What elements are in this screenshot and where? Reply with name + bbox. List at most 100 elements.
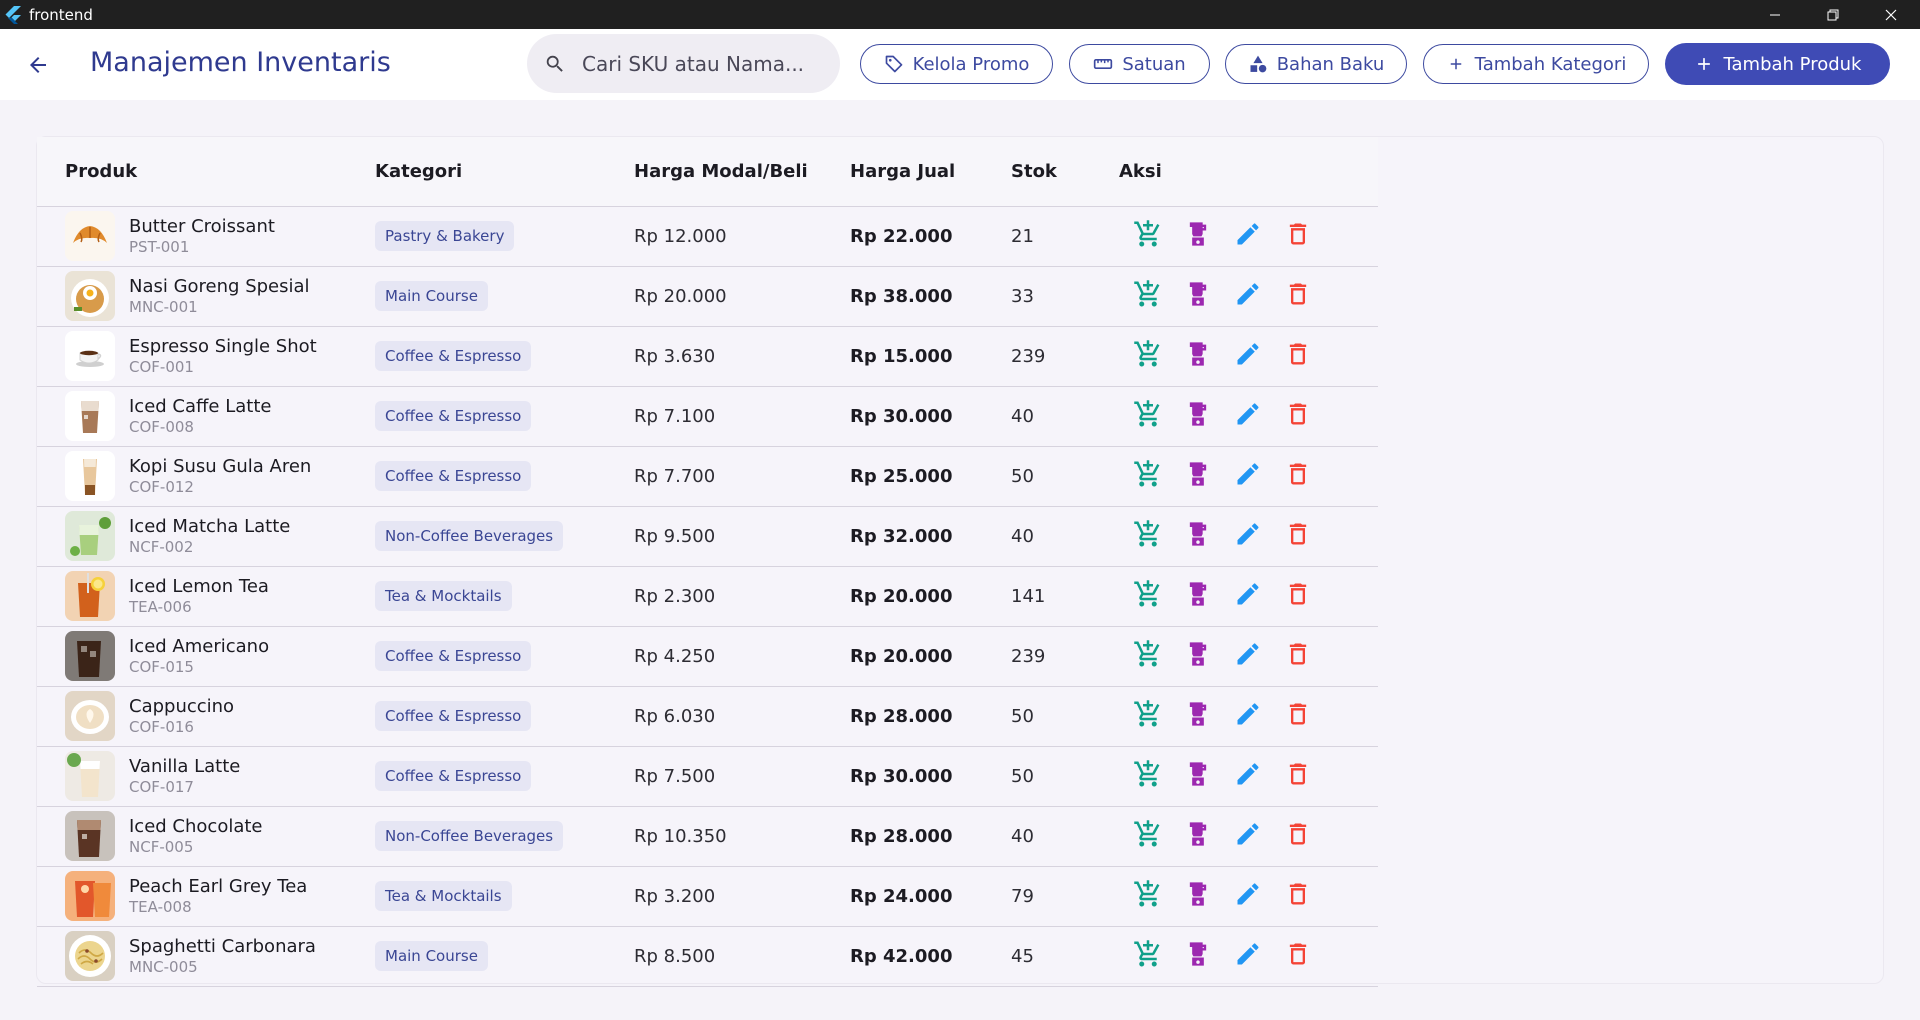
recipe-button[interactable] [1173,399,1223,433]
table-row: Iced Lemon Tea TEA-006 Tea & Mocktails R… [37,566,1378,627]
edit-button[interactable] [1223,759,1273,793]
recipe-button[interactable] [1173,579,1223,613]
edit-button[interactable] [1223,219,1273,253]
buy-price-cell: Rp 7.500 [634,746,850,807]
recipe-button[interactable] [1173,819,1223,853]
buy-price-cell: Rp 2.300 [634,566,850,627]
sell-price-cell: Rp 30.000 [850,746,1011,807]
recipe-button[interactable] [1173,459,1223,493]
product-name: Vanilla Latte [129,756,241,777]
restock-button[interactable] [1123,639,1173,673]
edit-button[interactable] [1223,879,1273,913]
pencil-icon [1234,520,1262,553]
back-button[interactable] [18,45,58,85]
raw-material-button[interactable]: Bahan Baku [1225,44,1407,84]
restock-button[interactable] [1123,579,1173,613]
edit-button[interactable] [1223,399,1273,433]
delete-button[interactable] [1273,939,1323,973]
blender-icon [1184,880,1212,913]
buy-price-cell: Rp 8.500 [634,926,850,987]
recipe-button[interactable] [1173,759,1223,793]
category-chip: Coffee & Espresso [375,761,532,791]
edit-button[interactable] [1223,279,1273,313]
delete-button[interactable] [1273,879,1323,913]
table-header-row: Produk Kategori Harga Modal/Beli Harga J… [37,137,1378,207]
delete-button[interactable] [1273,759,1323,793]
stock-cell: 50 [1011,686,1119,747]
blender-icon [1184,940,1212,973]
stock-cell: 79 [1011,866,1119,927]
recipe-button[interactable] [1173,339,1223,373]
restock-button[interactable] [1123,339,1173,373]
delete-button[interactable] [1273,519,1323,553]
delete-button[interactable] [1273,459,1323,493]
minimize-button[interactable] [1746,0,1804,29]
recipe-button[interactable] [1173,939,1223,973]
delete-button[interactable] [1273,219,1323,253]
search-bar[interactable] [527,34,840,93]
table-row: Kopi Susu Gula Aren COF-012 Coffee & Esp… [37,446,1378,507]
product-sku: COF-016 [129,718,194,736]
delete-button[interactable] [1273,339,1323,373]
buy-price-cell: Rp 12.000 [634,206,850,267]
stock-cell: 40 [1011,506,1119,567]
search-input[interactable] [582,51,812,76]
edit-button[interactable] [1223,819,1273,853]
product-cell: Vanilla Latte COF-017 [37,746,375,807]
unit-button[interactable]: Satuan [1069,44,1210,84]
edit-button[interactable] [1223,579,1273,613]
cart-plus-icon [1133,519,1163,554]
close-button[interactable] [1862,0,1920,29]
recipe-button[interactable] [1173,699,1223,733]
restock-button[interactable] [1123,939,1173,973]
cart-plus-icon [1133,639,1163,674]
restock-button[interactable] [1123,219,1173,253]
edit-button[interactable] [1223,459,1273,493]
edit-button[interactable] [1223,699,1273,733]
recipe-button[interactable] [1173,639,1223,673]
trash-icon [1284,340,1312,373]
table-row: Peach Earl Grey Tea TEA-008 Tea & Mockta… [37,866,1378,927]
restock-button[interactable] [1123,699,1173,733]
edit-button[interactable] [1223,339,1273,373]
restore-button[interactable] [1804,0,1862,29]
pencil-icon [1234,820,1262,853]
stock-cell: 50 [1011,746,1119,807]
product-sku: COF-012 [129,478,194,496]
category-chip: Tea & Mocktails [375,881,512,911]
restock-button[interactable] [1123,279,1173,313]
restock-button[interactable] [1123,399,1173,433]
edit-button[interactable] [1223,939,1273,973]
restock-button[interactable] [1123,459,1173,493]
category-chip: Coffee & Espresso [375,341,532,371]
product-image [65,931,115,981]
restock-button[interactable] [1123,819,1173,853]
trash-icon [1284,940,1312,973]
stock-cell: 141 [1011,566,1119,627]
restock-button[interactable] [1123,759,1173,793]
delete-button[interactable] [1273,399,1323,433]
delete-button[interactable] [1273,819,1323,853]
restock-button[interactable] [1123,879,1173,913]
delete-button[interactable] [1273,579,1323,613]
recipe-button[interactable] [1173,219,1223,253]
minimize-icon [1770,14,1780,15]
add-product-button[interactable]: Tambah Produk [1665,43,1890,85]
delete-button[interactable] [1273,699,1323,733]
category-cell: Pastry & Bakery [375,206,634,267]
manage-promo-button[interactable]: Kelola Promo [860,44,1053,84]
product-name: Peach Earl Grey Tea [129,876,308,897]
product-name: Spaghetti Carbonara [129,936,316,957]
edit-button[interactable] [1223,639,1273,673]
add-category-button[interactable]: Tambah Kategori [1423,44,1649,84]
edit-button[interactable] [1223,519,1273,553]
restock-button[interactable] [1123,519,1173,553]
actions-cell [1119,206,1378,267]
delete-button[interactable] [1273,639,1323,673]
recipe-button[interactable] [1173,879,1223,913]
delete-button[interactable] [1273,279,1323,313]
table-row: Iced Chocolate NCF-005 Non-Coffee Bevera… [37,806,1378,867]
recipe-button[interactable] [1173,279,1223,313]
buy-price-cell: Rp 3.200 [634,866,850,927]
recipe-button[interactable] [1173,519,1223,553]
